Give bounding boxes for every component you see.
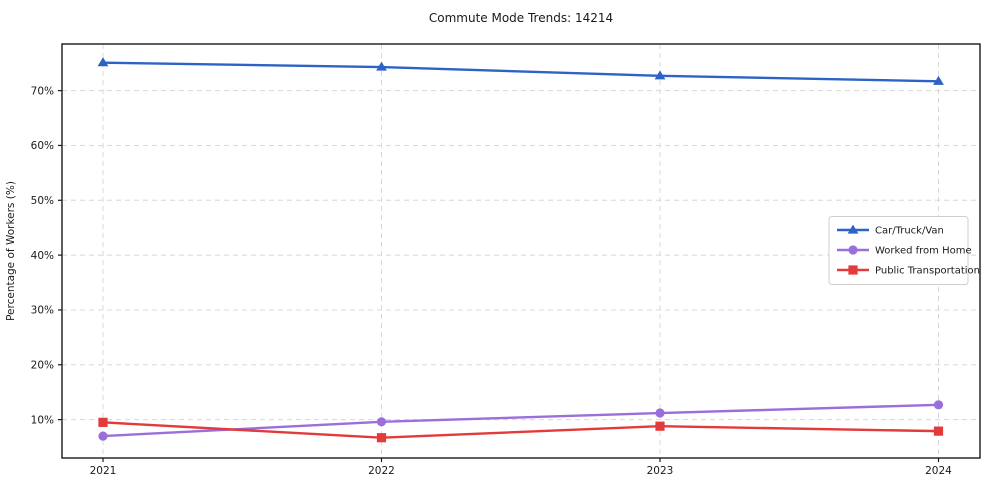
y-tick-label: 60%: [31, 140, 54, 152]
legend-entry: Worked from Home: [837, 245, 972, 257]
y-tick-label: 40%: [31, 250, 54, 262]
y-axis-label: Percentage of Workers (%): [5, 181, 17, 321]
legend: Car/Truck/Van Worked from Home Public Tran…: [828, 216, 980, 285]
legend-entry: Car/Truck/Van: [837, 224, 944, 237]
y-tick-label: 20%: [31, 359, 54, 371]
series-public-transportation: [98, 417, 944, 443]
square-marker: [376, 433, 387, 443]
circle-marker: [848, 245, 858, 255]
triangle-marker: [654, 70, 666, 80]
triangle-marker: [847, 224, 859, 234]
circle-marker: [376, 417, 387, 427]
y-tick-label: 70%: [31, 85, 54, 97]
triangle-marker: [376, 61, 387, 71]
y-tick-label: 50%: [31, 195, 54, 207]
square-marker: [933, 426, 944, 436]
triangle-marker: [97, 57, 109, 67]
circle-marker: [933, 400, 944, 410]
series-worked-from-home: [98, 400, 944, 441]
series-line: [101, 421, 940, 439]
circle-marker: [655, 408, 665, 418]
square-marker: [655, 421, 665, 431]
legend-entry: Public Transportation: [837, 265, 980, 277]
chart-title: Commute Mode Trends: 14214: [429, 11, 613, 25]
y-tick-label: 10%: [31, 414, 54, 426]
x-tick-label: 2021: [90, 465, 117, 477]
triangle-marker: [933, 75, 944, 85]
y-tick-label: 30%: [31, 305, 54, 317]
x-tick-label: 2022: [368, 465, 395, 477]
gridlines: [62, 44, 980, 458]
square-marker: [848, 265, 858, 275]
x-tick-label: 2023: [647, 465, 674, 477]
plot-border: [61, 43, 981, 459]
axes: 10% 20% 30% 40% 50% 60% 70% 2021 2022 2023 2024: [31, 43, 981, 477]
data-series: [97, 57, 944, 443]
legend-label: Worked from Home: [875, 246, 972, 257]
circle-marker: [98, 431, 108, 441]
square-marker: [98, 417, 108, 427]
series-line: [101, 61, 940, 83]
legend-label: Car/Truck/Van: [875, 226, 944, 237]
legend-label: Public Transportation: [875, 266, 980, 277]
legend-box: [828, 216, 969, 285]
x-tick-label: 2024: [925, 465, 952, 477]
series-car-truck-van: [97, 57, 944, 85]
